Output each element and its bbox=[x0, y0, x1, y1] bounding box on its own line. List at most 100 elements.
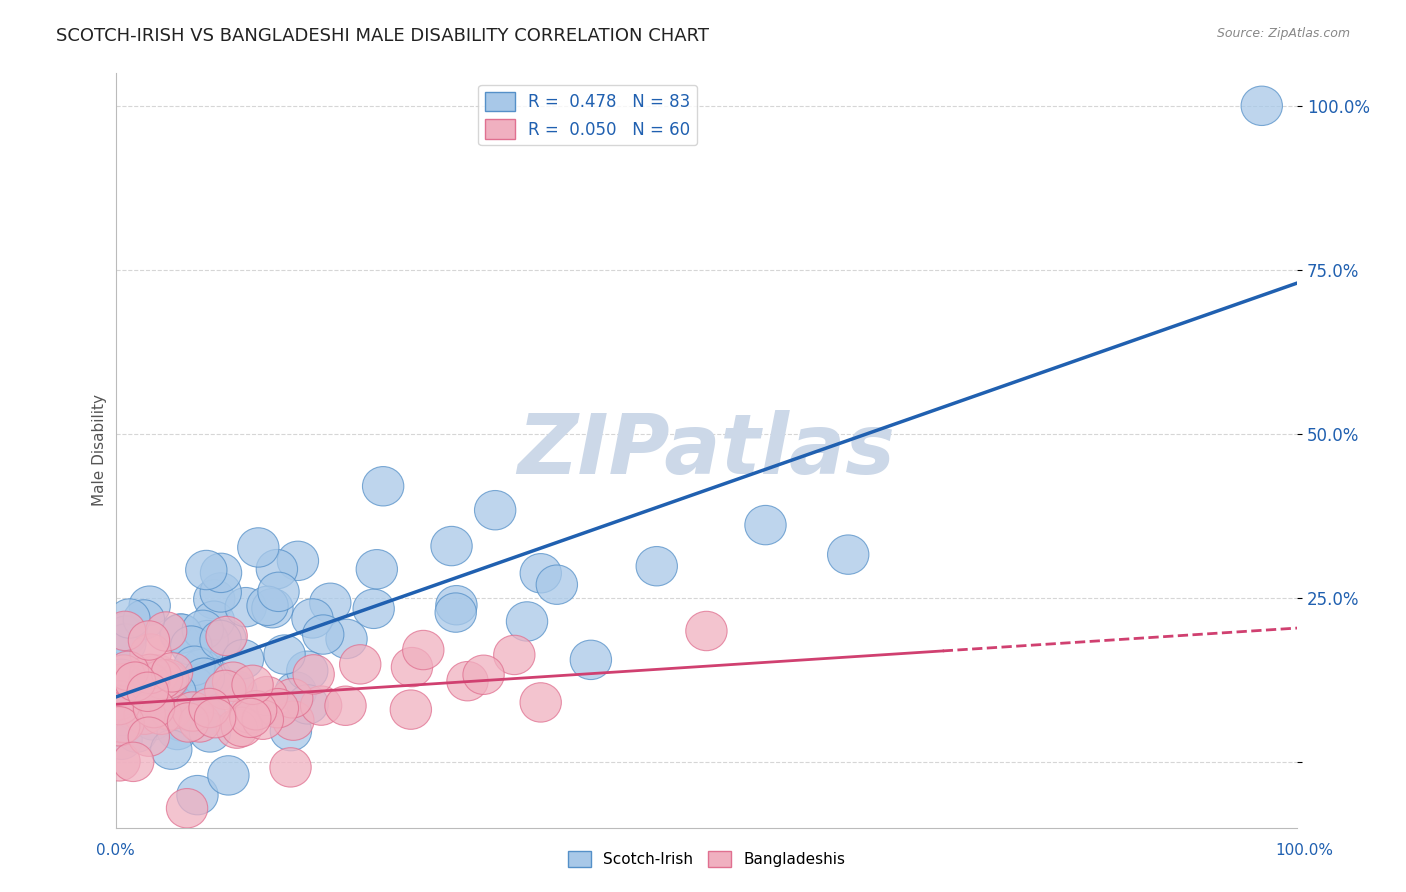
Ellipse shape bbox=[194, 698, 236, 738]
Ellipse shape bbox=[179, 703, 221, 742]
Ellipse shape bbox=[205, 619, 246, 658]
Ellipse shape bbox=[200, 620, 242, 659]
Ellipse shape bbox=[217, 709, 257, 748]
Ellipse shape bbox=[571, 640, 612, 680]
Ellipse shape bbox=[101, 720, 142, 759]
Ellipse shape bbox=[107, 612, 148, 651]
Ellipse shape bbox=[128, 717, 170, 756]
Ellipse shape bbox=[309, 583, 352, 623]
Ellipse shape bbox=[103, 697, 143, 736]
Ellipse shape bbox=[98, 706, 139, 746]
Ellipse shape bbox=[177, 775, 218, 814]
Ellipse shape bbox=[173, 666, 214, 706]
Ellipse shape bbox=[145, 612, 187, 651]
Ellipse shape bbox=[105, 615, 148, 656]
Ellipse shape bbox=[108, 599, 150, 638]
Ellipse shape bbox=[326, 619, 367, 658]
Ellipse shape bbox=[184, 697, 226, 736]
Ellipse shape bbox=[745, 506, 786, 545]
Ellipse shape bbox=[474, 491, 516, 530]
Ellipse shape bbox=[205, 670, 246, 709]
Ellipse shape bbox=[98, 685, 139, 725]
Ellipse shape bbox=[115, 681, 156, 720]
Ellipse shape bbox=[136, 655, 179, 694]
Ellipse shape bbox=[148, 661, 188, 701]
Ellipse shape bbox=[292, 655, 335, 694]
Ellipse shape bbox=[139, 662, 180, 701]
Ellipse shape bbox=[149, 667, 190, 707]
Ellipse shape bbox=[98, 681, 139, 720]
Ellipse shape bbox=[141, 669, 183, 709]
Ellipse shape bbox=[536, 565, 578, 605]
Ellipse shape bbox=[222, 640, 264, 679]
Legend: R =  0.478   N = 83, R =  0.050   N = 60: R = 0.478 N = 83, R = 0.050 N = 60 bbox=[478, 85, 697, 145]
Ellipse shape bbox=[340, 645, 381, 684]
Ellipse shape bbox=[194, 580, 235, 619]
Ellipse shape bbox=[257, 572, 299, 612]
Ellipse shape bbox=[129, 634, 172, 673]
Ellipse shape bbox=[200, 573, 242, 612]
Ellipse shape bbox=[115, 713, 157, 752]
Ellipse shape bbox=[172, 692, 212, 731]
Ellipse shape bbox=[148, 659, 188, 698]
Ellipse shape bbox=[191, 658, 232, 698]
Text: 100.0%: 100.0% bbox=[1275, 843, 1333, 858]
Ellipse shape bbox=[356, 549, 398, 589]
Ellipse shape bbox=[229, 698, 271, 738]
Ellipse shape bbox=[180, 662, 222, 701]
Ellipse shape bbox=[520, 554, 561, 593]
Ellipse shape bbox=[128, 621, 170, 660]
Ellipse shape bbox=[256, 549, 298, 589]
Ellipse shape bbox=[686, 611, 727, 650]
Ellipse shape bbox=[156, 710, 198, 749]
Ellipse shape bbox=[828, 535, 869, 574]
Ellipse shape bbox=[103, 664, 143, 703]
Ellipse shape bbox=[101, 659, 142, 698]
Ellipse shape bbox=[98, 741, 141, 781]
Ellipse shape bbox=[134, 689, 174, 728]
Ellipse shape bbox=[463, 655, 505, 695]
Ellipse shape bbox=[325, 686, 366, 725]
Ellipse shape bbox=[506, 602, 548, 641]
Ellipse shape bbox=[167, 703, 208, 742]
Ellipse shape bbox=[301, 686, 342, 725]
Ellipse shape bbox=[270, 712, 312, 751]
Ellipse shape bbox=[183, 658, 225, 698]
Ellipse shape bbox=[162, 702, 202, 741]
Y-axis label: Male Disability: Male Disability bbox=[93, 394, 107, 507]
Ellipse shape bbox=[166, 789, 208, 828]
Ellipse shape bbox=[146, 661, 187, 700]
Ellipse shape bbox=[225, 588, 267, 627]
Ellipse shape bbox=[128, 662, 169, 701]
Ellipse shape bbox=[257, 689, 298, 728]
Ellipse shape bbox=[277, 541, 319, 581]
Ellipse shape bbox=[208, 756, 249, 795]
Ellipse shape bbox=[183, 610, 224, 649]
Text: SCOTCH-IRISH VS BANGLADESHI MALE DISABILITY CORRELATION CHART: SCOTCH-IRISH VS BANGLADESHI MALE DISABIL… bbox=[56, 27, 709, 45]
Ellipse shape bbox=[128, 663, 170, 702]
Ellipse shape bbox=[170, 626, 212, 665]
Ellipse shape bbox=[200, 553, 242, 592]
Ellipse shape bbox=[188, 689, 231, 728]
Ellipse shape bbox=[229, 694, 271, 733]
Ellipse shape bbox=[292, 599, 333, 638]
Text: Source: ZipAtlas.com: Source: ZipAtlas.com bbox=[1216, 27, 1350, 40]
Ellipse shape bbox=[520, 682, 561, 723]
Ellipse shape bbox=[246, 676, 288, 715]
Ellipse shape bbox=[150, 730, 193, 769]
Ellipse shape bbox=[287, 685, 329, 724]
Ellipse shape bbox=[172, 692, 214, 731]
Ellipse shape bbox=[402, 631, 444, 670]
Ellipse shape bbox=[103, 704, 145, 743]
Ellipse shape bbox=[180, 649, 222, 689]
Ellipse shape bbox=[129, 654, 170, 694]
Ellipse shape bbox=[242, 700, 284, 739]
Ellipse shape bbox=[447, 662, 488, 701]
Ellipse shape bbox=[252, 589, 292, 628]
Ellipse shape bbox=[152, 653, 193, 692]
Ellipse shape bbox=[353, 589, 394, 629]
Ellipse shape bbox=[193, 601, 235, 640]
Ellipse shape bbox=[436, 585, 477, 625]
Ellipse shape bbox=[391, 648, 433, 687]
Ellipse shape bbox=[363, 467, 404, 506]
